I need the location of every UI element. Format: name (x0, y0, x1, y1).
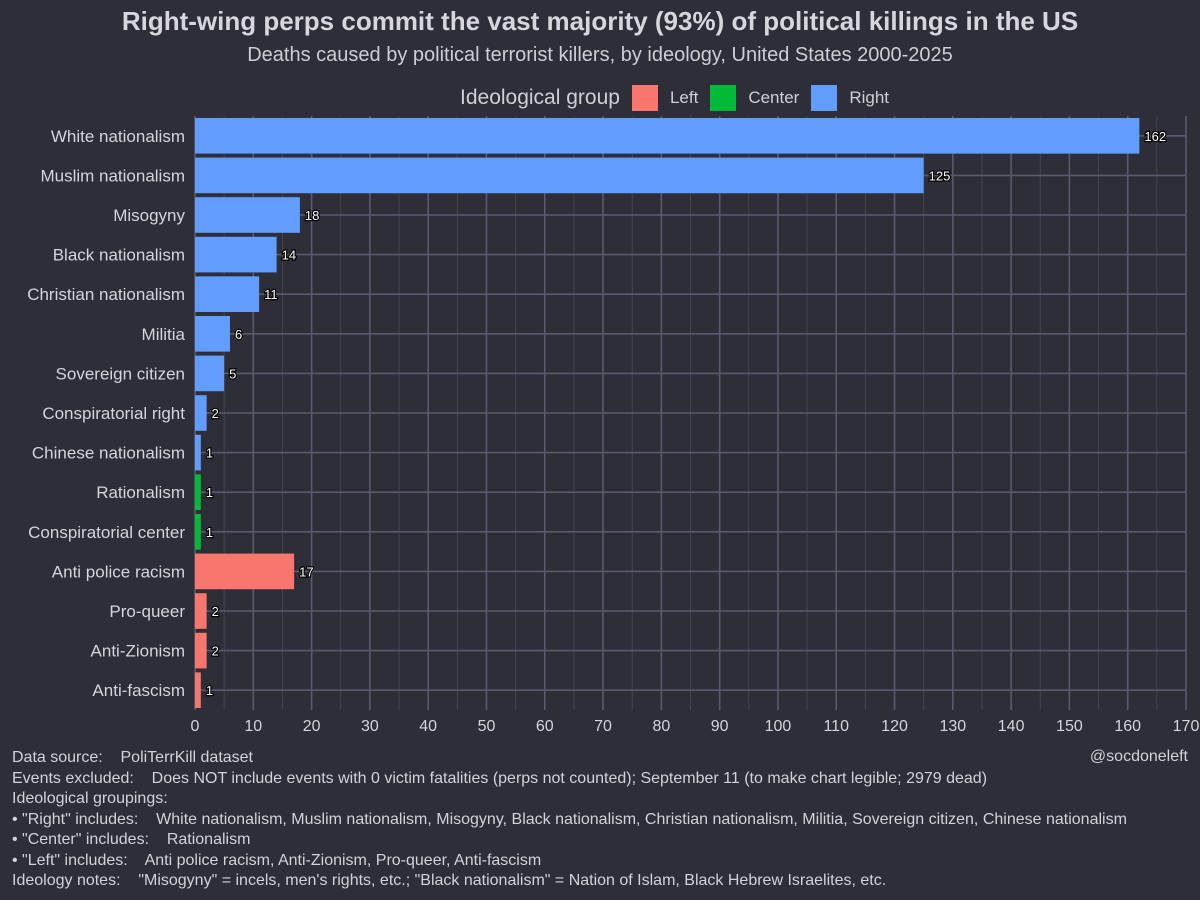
category-label: Anti police racism (52, 562, 185, 581)
bar-conspiratorial-center (195, 513, 201, 550)
footer-notes-row: Ideology notes: "Misogyny" = incels, men… (12, 871, 1200, 892)
legend-swatch-left (631, 85, 658, 111)
category-label: Conspiratorial right (42, 404, 185, 423)
value-label: 5 (229, 366, 236, 381)
bar-misogyny (195, 197, 300, 233)
value-label: 14 (282, 248, 296, 263)
bar-militia (195, 315, 230, 352)
category-label: Pro-queer (109, 602, 185, 621)
legend-label-left: Left (669, 88, 699, 107)
value-label: 1 (206, 485, 213, 500)
x-tick-label: 30 (361, 718, 379, 735)
category-label: Anti-Zionism (91, 642, 185, 661)
x-tick-label: 140 (998, 718, 1025, 735)
x-tick-label: 60 (536, 718, 554, 735)
category-label: Misogyny (113, 206, 185, 225)
value-label: 6 (235, 327, 242, 342)
x-tick-label: 100 (765, 718, 792, 735)
right-group-label: • "Right" includes: (12, 810, 139, 828)
legend-label-center: Center (748, 88, 800, 107)
value-label: 2 (212, 644, 219, 659)
x-tick-label: 90 (711, 718, 729, 735)
excluded-label: Events excluded: (12, 769, 134, 787)
legend-item-right: Right (811, 85, 889, 111)
legend-title: Ideological group (460, 86, 620, 109)
x-tick-label: 0 (191, 718, 200, 735)
bar-anti-fascism (195, 672, 201, 709)
groupings-label: Ideological groupings: (12, 790, 168, 807)
category-label: Muslim nationalism (40, 166, 185, 185)
footer-right-group: • "Right" includes: White nationalism, M… (12, 810, 1200, 831)
legend-swatch-center (710, 85, 737, 111)
data-source-value: PoliTerrKill dataset (120, 749, 254, 766)
x-tick-label: 70 (594, 718, 612, 735)
x-tick-label: 40 (419, 718, 437, 735)
left-group-value: Anti police racism, Anti-Zionism, Pro-qu… (144, 851, 542, 869)
x-tick-label: 20 (303, 718, 321, 735)
bar-pro-queer (195, 593, 207, 629)
value-label: 2 (212, 406, 219, 421)
footer-left-group: • "Left" includes: Anti police racism, A… (12, 851, 1200, 872)
value-label: 162 (1144, 129, 1166, 144)
notes-label: Ideology notes: (12, 872, 121, 889)
category-label: Christian nationalism (27, 285, 185, 304)
x-tick-label: 80 (652, 718, 670, 735)
category-label: Chinese nationalism (32, 444, 185, 463)
value-label: 2 (212, 604, 219, 619)
bar-chinese-nationalism (195, 434, 201, 471)
x-tick-label: 150 (1056, 718, 1083, 735)
value-label: 18 (305, 208, 319, 223)
footer-groupings: Ideological groupings: (12, 789, 1200, 810)
data-source-label: Data source: (12, 749, 103, 766)
footer-notes: Data source: PoliTerrKill dataset Events… (12, 748, 1200, 892)
footer-data-source: Data source: PoliTerrKill dataset (12, 748, 1200, 769)
category-label: Conspiratorial center (28, 523, 185, 542)
bar-anti-police-racism (195, 553, 295, 590)
category-label: Rationalism (96, 483, 185, 502)
x-tick-label: 130 (939, 718, 966, 735)
chart-subtitle: Deaths caused by political terrorist kil… (247, 44, 953, 66)
value-label: 17 (299, 564, 313, 579)
x-tick-label: 110 (823, 718, 849, 735)
value-label: 125 (929, 168, 951, 183)
center-group-value: Rationalism (166, 831, 251, 848)
category-label: Sovereign citizen (56, 364, 185, 383)
left-group-label: • "Left" includes: (12, 851, 128, 869)
chart-title: Right-wing perps commit the vast majorit… (121, 6, 1079, 36)
legend-item-left: Left (631, 85, 699, 111)
center-group-label: • "Center" includes: (12, 831, 150, 848)
bar-anti-zionism (195, 632, 207, 669)
value-label: 11 (264, 287, 278, 302)
x-tick-label: 50 (478, 718, 496, 735)
category-label: Black nationalism (53, 246, 185, 265)
bar-christian-nationalism (195, 276, 260, 313)
x-tick-label: 120 (881, 718, 908, 735)
bar-conspiratorial-right (195, 395, 207, 431)
bar-muslim-nationalism (195, 157, 924, 194)
legend-swatch-right (811, 85, 838, 111)
legend-label-right: Right (849, 88, 890, 107)
value-label: 1 (206, 446, 213, 461)
value-label: 1 (206, 683, 213, 698)
value-label: 1 (206, 525, 213, 540)
footer-excluded: Events excluded: Does NOT include events… (12, 769, 1200, 790)
category-label: Anti-fascism (92, 681, 185, 700)
bar-white-nationalism (195, 117, 1140, 154)
excluded-value: Does NOT include events with 0 victim fa… (151, 769, 988, 787)
bar-sovereign-citizen (195, 355, 225, 392)
right-group-value: White nationalism, Muslim nationalism, M… (156, 810, 1127, 828)
notes-value: "Misogyny" = incels, men's rights, etc.;… (138, 872, 887, 889)
legend-item-center: Center (710, 85, 799, 111)
x-tick-label: 170 (1173, 718, 1200, 735)
bar-black-nationalism (195, 236, 277, 273)
credit: @socdoneleft (1089, 748, 1188, 765)
category-label: Militia (142, 325, 186, 344)
footer-center-group: • "Center" includes: Rationalism (12, 830, 1200, 851)
category-label: White nationalism (51, 127, 185, 146)
x-tick-label: 160 (1114, 718, 1141, 735)
legend: Ideological group Left Center Right (460, 84, 901, 112)
bar-rationalism (195, 474, 201, 511)
x-tick-label: 10 (244, 718, 262, 735)
